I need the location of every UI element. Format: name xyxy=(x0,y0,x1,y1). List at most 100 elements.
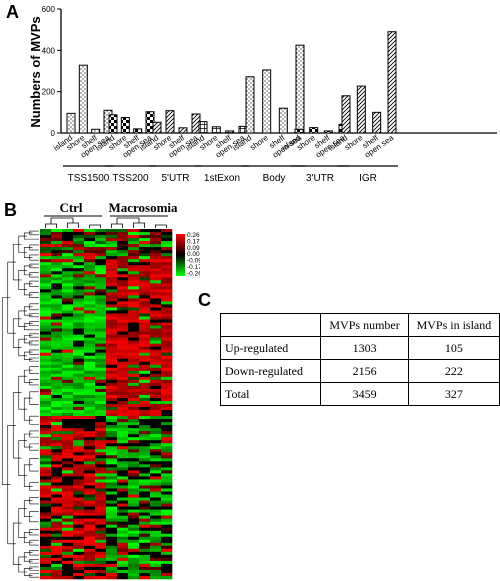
heatmap-cell xyxy=(84,467,96,471)
heatmap-cell xyxy=(161,235,173,239)
heatmap-cell xyxy=(150,512,162,516)
heatmap-cell xyxy=(84,551,96,556)
heatmap-cell xyxy=(62,413,74,417)
heatmap-cell xyxy=(150,443,162,447)
heatmap-cell xyxy=(150,229,162,233)
heatmap-cell xyxy=(106,506,118,510)
heatmap-cell xyxy=(84,244,96,248)
heatmap-cell xyxy=(51,322,63,326)
heatmap-cell xyxy=(51,400,63,405)
table-row: Up-regulated 1303 105 xyxy=(219,336,500,360)
heatmap-cell xyxy=(150,271,162,275)
heatmap-cell xyxy=(161,385,173,390)
heatmap-cell xyxy=(117,512,129,516)
heatmap-cell xyxy=(161,376,173,381)
heatmap-cell xyxy=(40,518,52,522)
heatmap-cell xyxy=(150,313,162,317)
heatmap-cell xyxy=(150,446,162,450)
heatmap-cell xyxy=(139,482,151,486)
heatmap-cell xyxy=(106,379,118,384)
heatmap-cell xyxy=(161,515,173,519)
heatmap-cell xyxy=(51,313,63,317)
heatmap-cell xyxy=(95,331,107,335)
heatmap-cell xyxy=(84,491,96,495)
heatmap-cell xyxy=(139,394,151,399)
heatmap-cell xyxy=(161,437,173,441)
heatmap-cell xyxy=(106,539,118,544)
heatmap-cell xyxy=(62,271,74,275)
heatmap-cell xyxy=(117,274,129,278)
heatmap-cell xyxy=(139,422,151,426)
heatmap-cell xyxy=(161,229,173,233)
heatmap-cell xyxy=(161,265,173,269)
heatmap-cell xyxy=(106,298,118,302)
heatmap-cell xyxy=(51,440,63,444)
heatmap-cell xyxy=(95,346,107,350)
heatmap-cell xyxy=(139,416,151,420)
bar xyxy=(309,127,319,134)
heatmap-cell xyxy=(106,410,118,414)
heatmap-cell xyxy=(106,331,118,335)
heatmap-cell xyxy=(128,319,140,323)
heatmap-cell xyxy=(150,304,162,308)
heatmap-cell xyxy=(62,349,74,354)
heatmap-cell xyxy=(161,304,173,308)
heatmap-cell xyxy=(139,286,151,290)
heatmap-cell xyxy=(161,232,173,236)
heatmap-cell xyxy=(128,521,140,525)
heatmap-cell xyxy=(40,473,52,477)
heatmap-cell xyxy=(139,298,151,302)
heatmap-cell xyxy=(51,340,63,344)
heatmap-cell xyxy=(150,361,162,366)
heatmap-cell xyxy=(117,560,129,565)
heatmap-cell xyxy=(139,437,151,441)
heatmap-cell xyxy=(117,563,129,568)
heatmap-cell xyxy=(128,298,140,302)
heatmap-cell xyxy=(150,346,162,350)
heatmap-cell xyxy=(62,331,74,335)
heatmap-cell xyxy=(106,458,118,462)
heatmap-cell xyxy=(73,518,85,522)
heatmap-cell xyxy=(106,400,118,405)
heatmap-cell xyxy=(128,536,140,541)
heatmap-cell xyxy=(73,370,85,375)
heatmap-cell xyxy=(150,515,162,519)
heatmap-cell xyxy=(161,289,173,293)
table-row: Total 3459 327 xyxy=(219,382,500,406)
heatmap-cell xyxy=(84,515,96,519)
heatmap-cell xyxy=(73,551,85,556)
heatmap-cell xyxy=(73,334,85,338)
heatmap-cell xyxy=(161,428,173,432)
heatmap-cell xyxy=(40,301,52,305)
heatmap-cell xyxy=(161,527,173,532)
heatmap-cell xyxy=(117,253,129,257)
heatmap-cell xyxy=(139,340,151,344)
heatmap-cell xyxy=(40,343,52,347)
heatmap-cell xyxy=(106,470,118,474)
heatmap-cell xyxy=(150,524,162,529)
heatmap-cell xyxy=(95,298,107,302)
heatmap-cell xyxy=(128,274,140,278)
heatmap-cell xyxy=(139,382,151,387)
heatmap-cell xyxy=(128,494,140,498)
heatmap-cell xyxy=(40,437,52,441)
heatmap-cell xyxy=(150,539,162,544)
heatmap-cell xyxy=(106,464,118,468)
heatmap-cell xyxy=(62,292,74,296)
heatmap-cell xyxy=(106,262,118,266)
heatmap-cell xyxy=(117,554,129,559)
heatmap-cell xyxy=(161,295,173,299)
heatmap-cell xyxy=(161,277,173,281)
heatmap-cell xyxy=(117,491,129,495)
heatmap-cell xyxy=(40,295,52,299)
heatmap-cell xyxy=(62,322,74,326)
heatmap-cell xyxy=(117,244,129,248)
heatmap-cell xyxy=(139,319,151,323)
heatmap-cell xyxy=(95,497,107,501)
heatmap-cell xyxy=(117,334,129,338)
heatmap-cell xyxy=(139,268,151,272)
heatmap-cell xyxy=(150,503,162,507)
heatmap-cell xyxy=(73,485,85,489)
heatmap-cell xyxy=(51,473,63,477)
heatmap-cell xyxy=(62,566,74,571)
